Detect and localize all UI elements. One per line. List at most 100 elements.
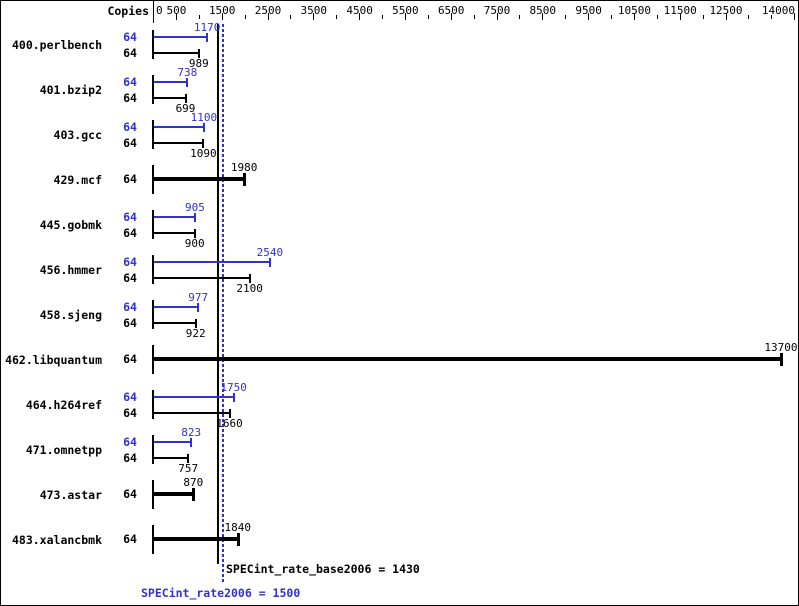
bar-value-label: 699 [175,102,196,115]
copies-label: 64 [123,352,137,366]
bar-base [154,97,186,99]
bar-value-label: 738 [177,66,198,79]
axis-tick-label: 7500 [483,4,511,17]
axis-minor-tick [565,15,567,19]
copies-label: 64 [123,120,137,134]
bar-basepeak [154,357,781,361]
bar-end-cap [202,122,205,132]
bar-end-cap [206,32,209,42]
benchmark-name-label: 464.h264ref [25,398,102,412]
copies-label: 64 [123,136,137,150]
bar-basepeak [154,537,238,541]
axis-tick-label: 12500 [709,4,743,17]
axis-minor-tick [519,15,521,19]
copies-label: 64 [123,255,137,269]
axis-tick-label: 6500 [437,4,465,17]
axis-minor-tick [198,15,200,19]
bar-end-cap [190,437,193,447]
axis-major-tick [794,13,796,20]
bar-start-bracket [152,120,154,149]
copies-label: 64 [123,390,137,404]
copies-label: 64 [123,300,137,314]
bar-base [154,52,199,54]
bar-value-label: 922 [185,327,206,340]
axis-major-tick [588,13,590,20]
bar-end-cap [193,228,196,238]
bar-end-cap [232,392,235,402]
bar-end-cap [197,48,200,58]
copies-label: 64 [123,451,137,465]
bar-end-cap [187,453,190,463]
bar-value-label: 870 [183,476,204,489]
bar-end-cap [186,77,189,87]
axis-tick-label: 5500 [392,4,419,17]
axis-tick-label: 11500 [663,4,697,17]
bar-peak [154,306,199,308]
copies-label: 64 [123,46,137,60]
axis-minor-tick [427,15,429,19]
bar-peak [154,261,270,263]
axis-major-tick [313,13,315,20]
axis-tick-label: 1500 [208,4,236,17]
benchmark-name-label: 400.perlbench [11,38,102,52]
copies-label: 64 [123,316,137,330]
bar-end-cap [228,408,231,418]
axis-tick-label: 10500 [617,4,651,17]
axis-tick-label: 9500 [575,4,602,17]
bar-value-label: 1090 [190,147,217,160]
benchmark-name-label: 403.gcc [53,128,102,142]
bar-base [154,277,250,279]
benchmark-name-label: 483.xalancbmk [11,533,102,547]
bar-value-label: 2100 [236,282,263,295]
bar-peak [154,36,208,38]
axis-tick-label: 8500 [529,4,557,17]
bar-start-bracket [152,525,154,554]
copies-label: 64 [123,406,137,420]
copies-label: 64 [123,75,137,89]
bar-value-label: 989 [188,57,209,70]
axis-tick-label: 4500 [346,4,373,17]
peak-mean-result-label: SPECint_rate2006 = 1500 [141,586,301,600]
bar-value-label: 13700 [764,341,798,354]
bar-base [154,322,196,324]
bar-end-cap [184,93,187,103]
bar-peak [154,126,204,128]
bar-value-label: 2540 [256,246,284,259]
bar-peak [154,396,234,398]
bar-value-label: 905 [185,201,205,214]
axis-minor-tick [382,15,383,19]
axis-minor-tick [611,15,612,19]
base-mean-reference-line [217,24,219,564]
bar-start-bracket [152,345,154,374]
copies-label: 64 [123,91,137,105]
bar-value-label: 1170 [193,21,221,34]
axis-tick-label: 500 [166,4,187,17]
copies-label: 64 [123,487,137,501]
axis-major-tick [267,13,269,20]
copies-label: 64 [123,172,137,186]
axis-minor-tick [290,15,292,19]
bar-value-label: 1100 [190,111,218,124]
bar-start-bracket [152,75,154,104]
copies-label: 64 [123,435,137,449]
bar-base [154,457,189,459]
copies-column-header: Copies [107,4,149,18]
axis-minor-tick [244,15,246,19]
bar-peak [154,441,192,443]
bar-start-bracket [152,30,154,59]
axis-minor-tick [336,15,338,19]
axis-major-tick [679,13,681,20]
bar-end-cap [197,302,200,312]
copies-label: 64 [123,532,137,546]
axis-tick-label: 14000 [761,4,795,17]
bar-value-label: 757 [178,462,199,475]
axis-major-tick [725,13,727,20]
bar-value-label: 1840 [224,521,252,534]
axis-minor-tick [702,15,704,19]
axis-major-tick [496,13,498,20]
axis-tick-label: 3500 [300,4,328,17]
axis-minor-tick [771,15,773,19]
benchmark-name-label: 445.gobmk [39,218,102,232]
bar-value-label: 823 [181,426,202,439]
